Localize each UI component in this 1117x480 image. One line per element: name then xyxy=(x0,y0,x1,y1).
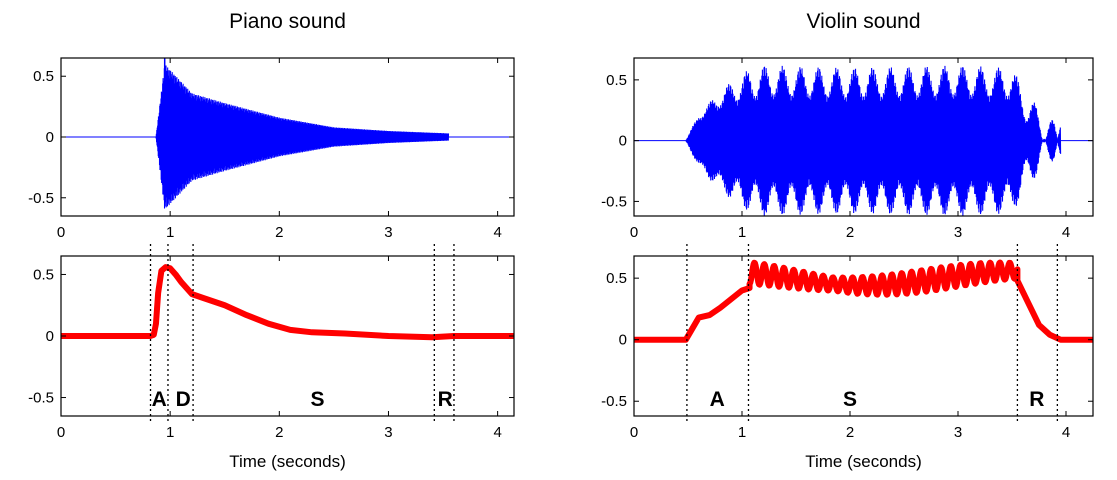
waveform-series xyxy=(155,65,450,209)
y-tick-label: 0 xyxy=(46,129,54,146)
plot-area xyxy=(634,65,1093,216)
y-tick-label: 0.5 xyxy=(606,270,627,287)
y-tick-label: 0 xyxy=(46,328,54,345)
phase-label: A xyxy=(710,388,725,411)
y-tick-label: 0 xyxy=(619,133,627,150)
y-tick-label: 0.5 xyxy=(606,72,627,89)
x-tick-label: 4 xyxy=(1062,224,1070,241)
phase-label: S xyxy=(843,388,857,411)
y-tick-label: -0.5 xyxy=(601,393,627,410)
envelope-series xyxy=(61,264,514,341)
waveform-series xyxy=(685,65,1062,216)
plot-area xyxy=(61,58,514,209)
phase-label: S xyxy=(311,388,325,411)
y-tick-label: 0.5 xyxy=(33,68,54,85)
x-tick-label: 0 xyxy=(57,224,65,241)
axes-frame xyxy=(633,57,1094,217)
chart-title: Piano sound xyxy=(229,10,346,33)
plot-area xyxy=(61,264,514,341)
x-tick-label: 1 xyxy=(166,224,174,241)
axes-frame xyxy=(633,255,1094,417)
x-tick-label: 0 xyxy=(630,424,638,441)
x-tick-label: 3 xyxy=(384,424,392,441)
x-tick-label: 2 xyxy=(846,424,854,441)
x-tick-label: 1 xyxy=(166,424,174,441)
x-tick-label: 2 xyxy=(275,224,283,241)
x-tick-label: 4 xyxy=(493,224,501,241)
x-tick-label: 4 xyxy=(1062,424,1070,441)
x-tick-label: 2 xyxy=(275,424,283,441)
phase-label: R xyxy=(438,388,453,411)
phase-label: R xyxy=(1029,388,1044,411)
y-tick-label: 0.5 xyxy=(33,266,54,283)
x-tick-label: 3 xyxy=(954,224,962,241)
x-axis-label: Time (seconds) xyxy=(805,452,922,471)
x-axis-label: Time (seconds) xyxy=(229,452,346,471)
plot-area xyxy=(634,259,1093,343)
x-tick-label: 4 xyxy=(493,424,501,441)
x-tick-label: 1 xyxy=(738,224,746,241)
x-tick-label: 2 xyxy=(846,224,854,241)
x-tick-label: 1 xyxy=(738,424,746,441)
x-tick-label: 3 xyxy=(954,424,962,441)
phase-label: D xyxy=(176,388,191,411)
y-tick-label: -0.5 xyxy=(601,193,627,210)
x-tick-label: 0 xyxy=(57,424,65,441)
phase-label: A xyxy=(152,388,167,411)
chart-title: Violin sound xyxy=(806,10,920,33)
x-tick-label: 0 xyxy=(630,224,638,241)
y-tick-label: -0.5 xyxy=(28,190,54,207)
envelope-series xyxy=(634,259,1093,343)
y-tick-label: 0 xyxy=(619,332,627,349)
y-tick-label: -0.5 xyxy=(28,390,54,407)
x-tick-label: 3 xyxy=(384,224,392,241)
